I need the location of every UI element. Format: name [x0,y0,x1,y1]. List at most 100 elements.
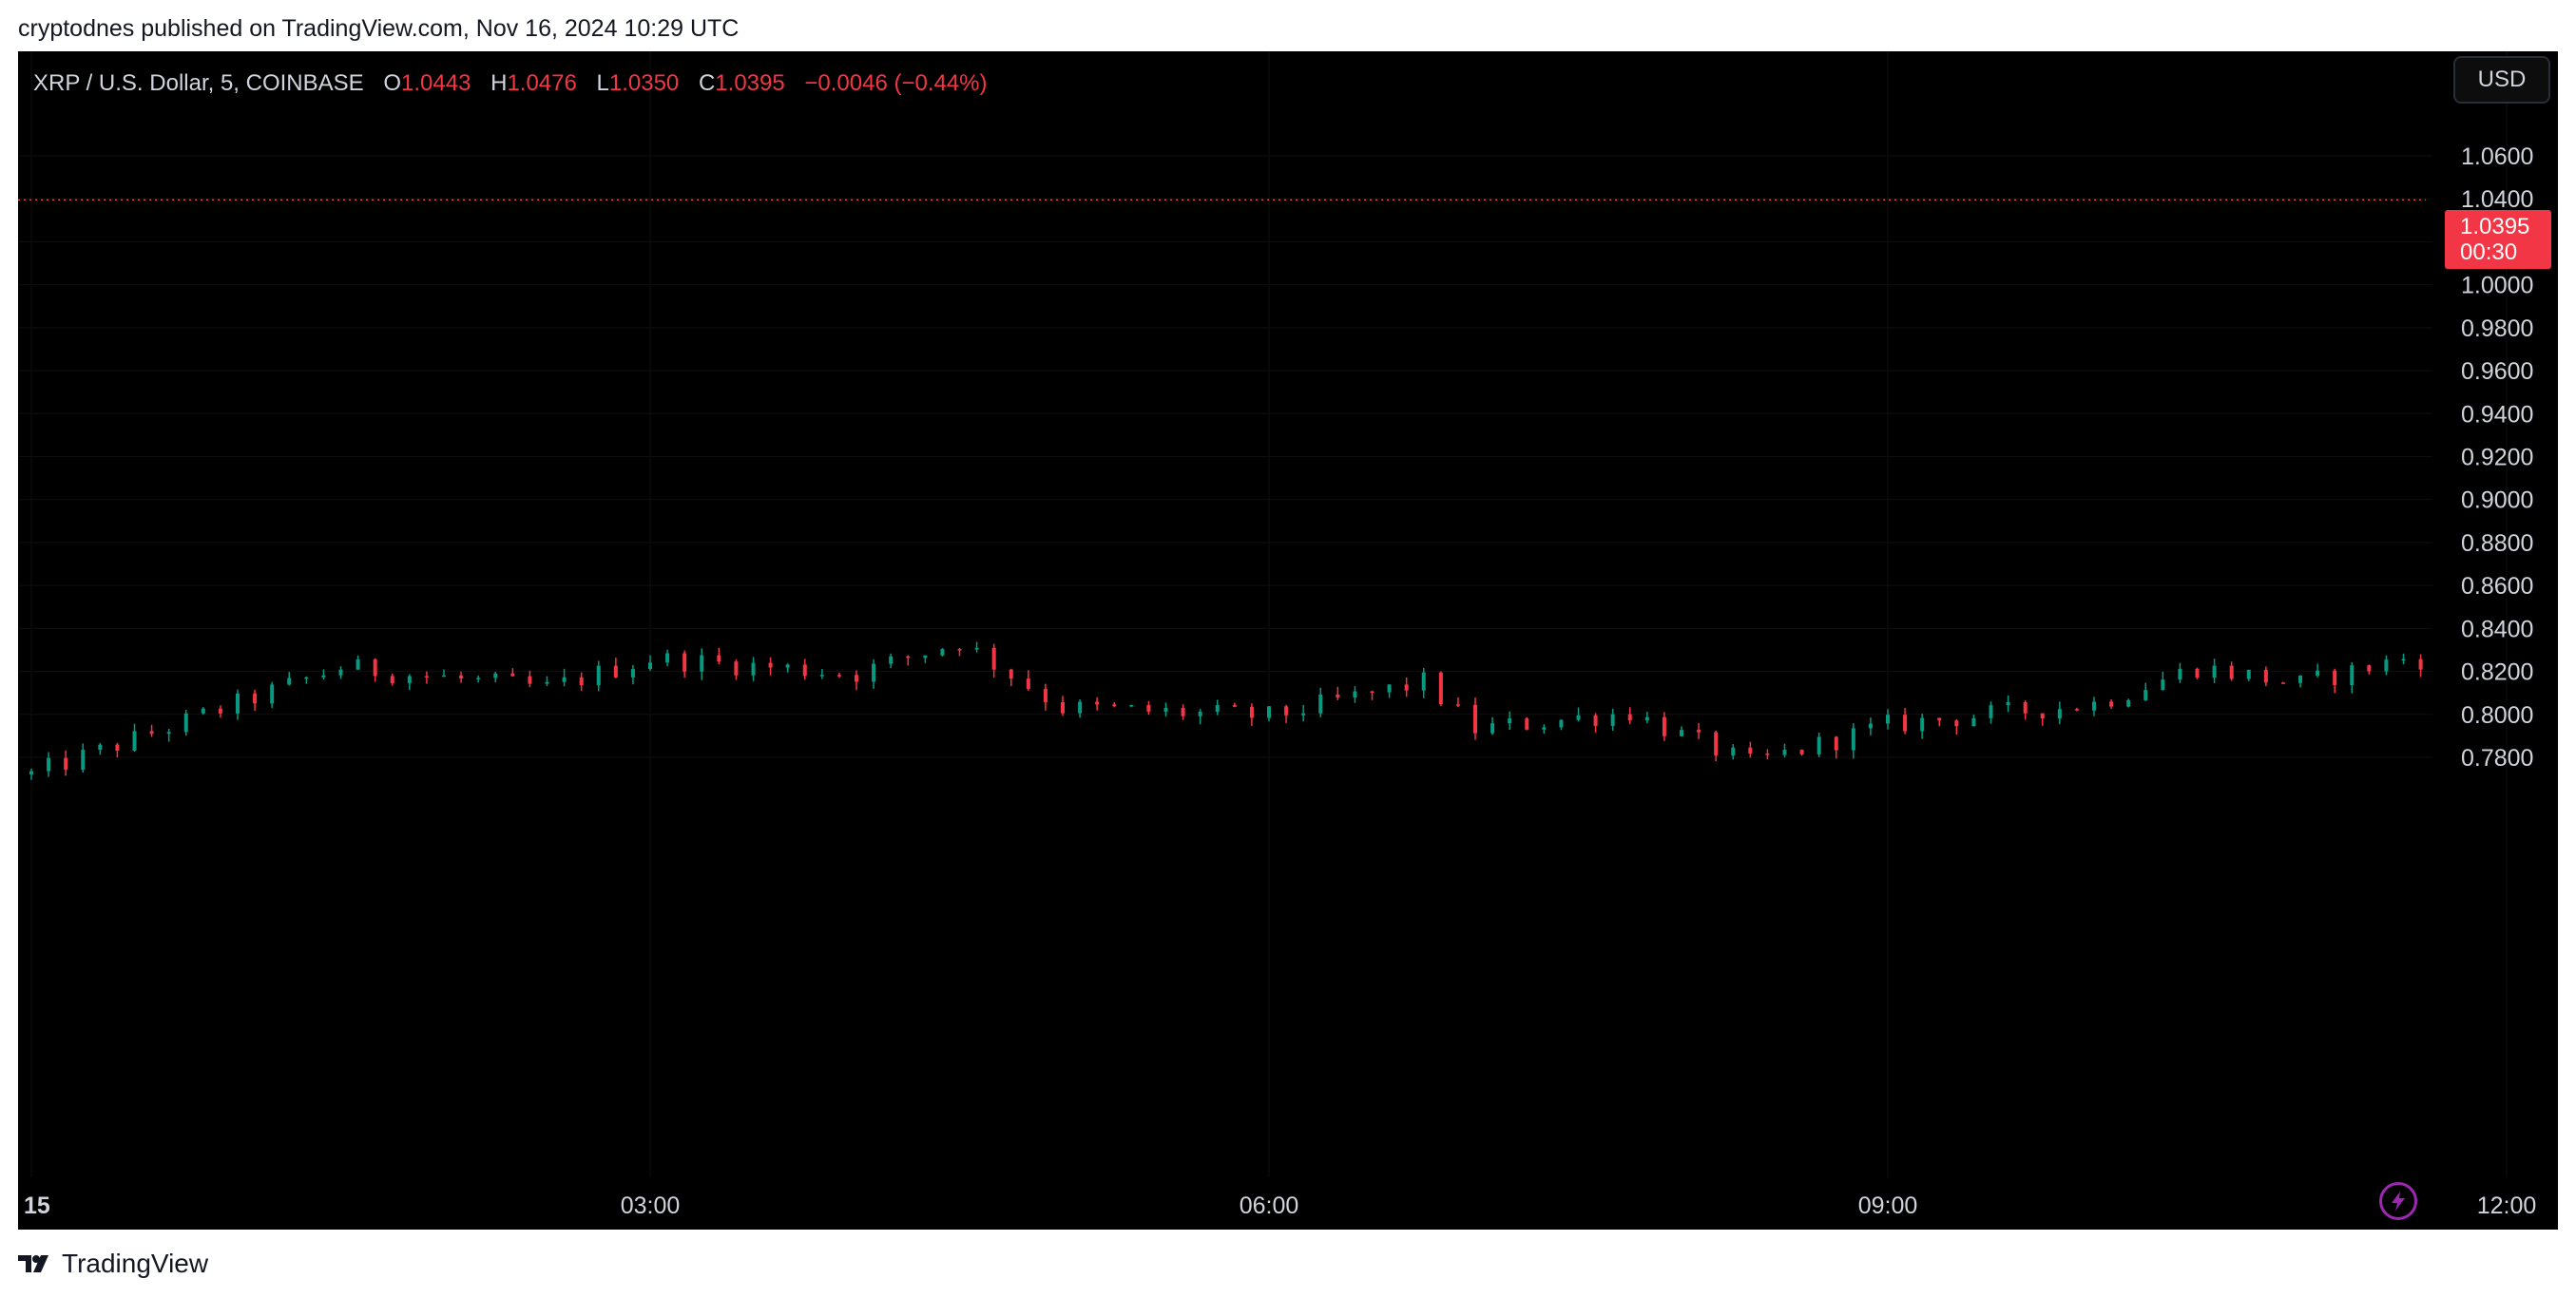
high-label: H [490,70,508,96]
candle-body [1542,727,1547,730]
price-tick-label: 0.8200 [2461,659,2533,686]
candle-body [1644,716,1649,721]
time-axis[interactable]: 1503:0006:0009:0012:0015:0018:0021:00160… [24,1193,2558,1219]
candle-body [1455,704,1460,706]
candle-body [1731,747,1736,756]
candle-body [1697,730,1701,733]
candle-body [1903,715,1908,732]
candle-body [1009,669,1013,679]
lightning-bolt-icon [2392,1192,2405,1211]
candle-body [1353,691,1357,698]
grid-lines [18,51,2508,1177]
time-tick-label: 03:00 [621,1193,681,1219]
candle-body [1198,711,1202,716]
candle-body [510,673,515,677]
candle-body [906,656,911,659]
price-tick-label: 0.9200 [2461,445,2533,471]
candle-body [1971,717,1976,727]
candle-body [476,678,481,679]
candle-body [1593,715,1598,726]
candle-body [1886,715,1890,724]
candle-body [270,684,275,704]
candle-body [1782,750,1787,755]
candle-body [717,655,721,662]
candle-body [2006,702,2010,706]
candle-body [1989,705,1993,718]
symbol-title[interactable]: XRP / U.S. Dollar, 5, COINBASE [33,70,364,96]
candle-body [1336,694,1340,698]
candle-body [974,647,979,650]
time-tick-label: 12:00 [2477,1193,2537,1219]
candle-body [1525,718,1529,730]
price-tick-label: 0.9800 [2461,315,2533,342]
candle-body [528,676,532,684]
candle-body [1920,717,1925,732]
tradingview-wordmark: TradingView [62,1249,209,1278]
candle-body [2350,665,2355,685]
candle-body [872,663,876,682]
candle-body [855,675,858,682]
close-label: C [698,70,716,96]
candle-body [1954,720,1959,727]
candle-body [1680,730,1683,736]
candle-body [1662,716,1666,736]
open-value: 1.0443 [401,70,471,96]
chart-panel[interactable]: 1.06001.04001.02001.00000.98000.96000.94… [18,51,2558,1230]
candle-body [648,662,652,670]
candle-body [1301,713,1306,716]
price-tick-label: 1.0400 [2461,186,2533,213]
candle-body [2418,659,2423,670]
candle-body [785,664,790,668]
candle-body [2316,670,2320,677]
price-tick-label: 0.9000 [2461,487,2533,514]
lightning-bolt-button[interactable] [2379,1182,2417,1220]
price-tick-label: 0.8400 [2461,616,2533,642]
candlestick-chart[interactable]: 1.06001.04001.02001.00000.98000.96000.94… [18,51,2558,1230]
price-tick-label: 1.0000 [2461,273,2533,299]
last-price-value: 1.0395 [2460,214,2530,239]
candle-body [2023,702,2028,714]
candle-body [2074,709,2079,711]
candle-body [2212,665,2217,678]
published-by-header: cryptodnes published on TradingView.com,… [18,15,740,42]
candle-body [47,757,51,772]
candle-body [98,744,103,751]
bar-countdown: 00:30 [2460,239,2518,265]
candle-body [836,675,841,677]
candle-body [1868,723,1873,729]
candle-body [682,653,687,672]
candle-body [2246,669,2251,679]
candle-body [1748,747,1753,754]
candle-body [287,678,292,685]
candle-body [1043,688,1048,702]
currency-button[interactable]: USD [2453,56,2550,104]
candle-body [613,665,618,678]
candle-body [424,676,429,678]
time-tick-label: 09:00 [1858,1193,1918,1219]
candle-body [2161,679,2165,691]
candle-body [1232,705,1237,707]
candle-body [1284,706,1289,716]
open-label: O [383,70,402,96]
candle-body [201,708,205,714]
candle-body [2384,659,2389,672]
candle-body [2280,682,2285,684]
price-change: −0.0046 (−0.44%) [804,70,988,96]
low-label: L [596,70,609,96]
tradingview-logo[interactable]: TradingView [18,1249,209,1278]
candle-body [1404,684,1409,691]
candle-body [1387,684,1392,693]
price-tick-label: 1.0600 [2461,143,2533,170]
last-price-badge: 1.0395 00:30 [2445,210,2551,269]
candle-body [1163,708,1168,712]
candle-body [356,659,360,670]
candle-body [1249,706,1254,718]
candle-body [957,649,962,651]
candle-body [700,655,704,672]
low-value: 1.0350 [608,70,680,96]
candle-body [2367,665,2372,672]
candle-body [1267,706,1271,718]
candle-body [390,676,394,683]
time-tick-label: 15 [24,1193,50,1219]
candle-body [923,655,928,659]
